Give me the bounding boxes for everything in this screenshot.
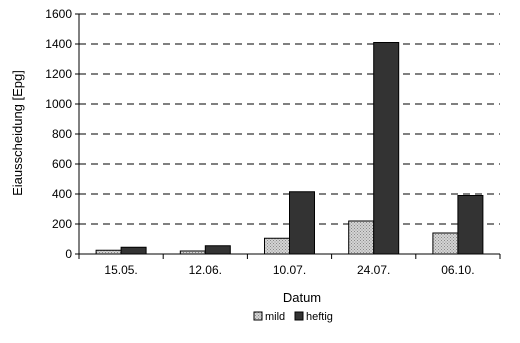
y-tick-label-0: 0 [65,247,72,261]
x-tick-label-2: 10.07. [273,263,306,277]
bar-heftig-0 [120,246,147,255]
x-tick-label-4: 06.10. [441,263,474,277]
bar-mild-0 [95,249,122,255]
x-tick-label-0: 15.05. [104,263,137,277]
bar-heftig-2 [289,191,315,255]
legend-swatch-mild [253,311,263,321]
bar-mild-3 [348,220,375,255]
x-tick-label-3: 24.07. [357,263,390,277]
y-tick-label-1200: 1200 [45,67,72,81]
y-tick-label-1000: 1000 [45,97,72,111]
bar-mild-4 [432,232,459,255]
x-axis-label: Datum [283,290,321,305]
bar-heftig-1 [204,245,231,255]
legend-label-mild: mild [265,311,285,323]
legend-swatch-heftig [294,311,304,321]
y-axis-label: Eiausscheidung [Epg] [10,70,25,196]
bar-heftig-4 [457,195,484,255]
x-tick-label-1: 12.06. [189,263,222,277]
y-tick-label-1400: 1400 [45,37,72,51]
y-tick-label-1600: 1600 [45,7,72,21]
y-tick-label-400: 400 [52,187,72,201]
bar-mild-2 [264,237,290,255]
legend-label-heftig: heftig [306,311,333,323]
y-tick-label-200: 200 [52,217,72,231]
bar-heftig-3 [373,42,400,255]
y-tick-label-600: 600 [52,157,72,171]
legend: mild heftig [253,311,333,323]
y-tick-label-800: 800 [52,127,72,141]
